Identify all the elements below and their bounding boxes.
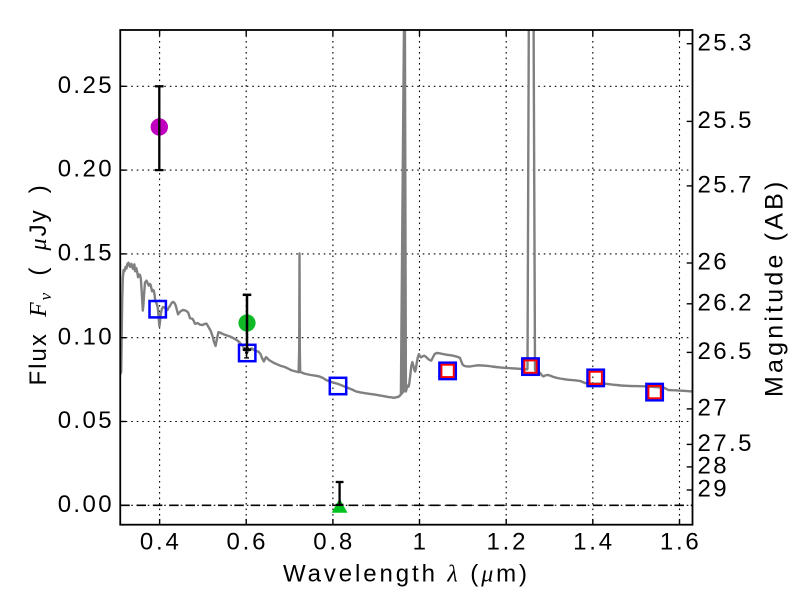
svg-text:0.15: 0.15: [58, 240, 114, 267]
svg-text:1.2: 1.2: [487, 528, 529, 555]
svg-text:27.5: 27.5: [698, 430, 754, 457]
svg-text:Magnitude (AB): Magnitude (AB): [761, 179, 789, 398]
svg-text:29: 29: [698, 476, 730, 503]
svg-text:27: 27: [698, 395, 730, 422]
svg-text:1: 1: [413, 528, 429, 555]
svg-text:0.8: 0.8: [313, 528, 355, 555]
svg-text:0.00: 0.00: [58, 491, 114, 518]
svg-text:0.6: 0.6: [227, 528, 269, 555]
svg-text:Flux Fν ( μJy ): Flux Fν ( μJy ): [25, 183, 55, 385]
svg-text:1.4: 1.4: [573, 528, 615, 555]
svg-text:26.2: 26.2: [698, 289, 754, 316]
svg-text:26: 26: [698, 249, 730, 276]
svg-text:Wavelength λ (μm): Wavelength λ (μm): [283, 561, 530, 588]
svg-text:28: 28: [698, 453, 730, 480]
svg-text:0.4: 0.4: [140, 528, 182, 555]
svg-text:1.6: 1.6: [660, 528, 702, 555]
svg-text:0.05: 0.05: [58, 407, 114, 434]
svg-text:26.5: 26.5: [698, 338, 754, 365]
svg-text:25.3: 25.3: [698, 29, 754, 56]
svg-text:25.7: 25.7: [698, 172, 754, 199]
svg-text:25.5: 25.5: [698, 107, 754, 134]
svg-text:0.25: 0.25: [58, 72, 114, 99]
svg-text:0.20: 0.20: [58, 156, 114, 183]
svg-text:0.10: 0.10: [58, 323, 114, 350]
